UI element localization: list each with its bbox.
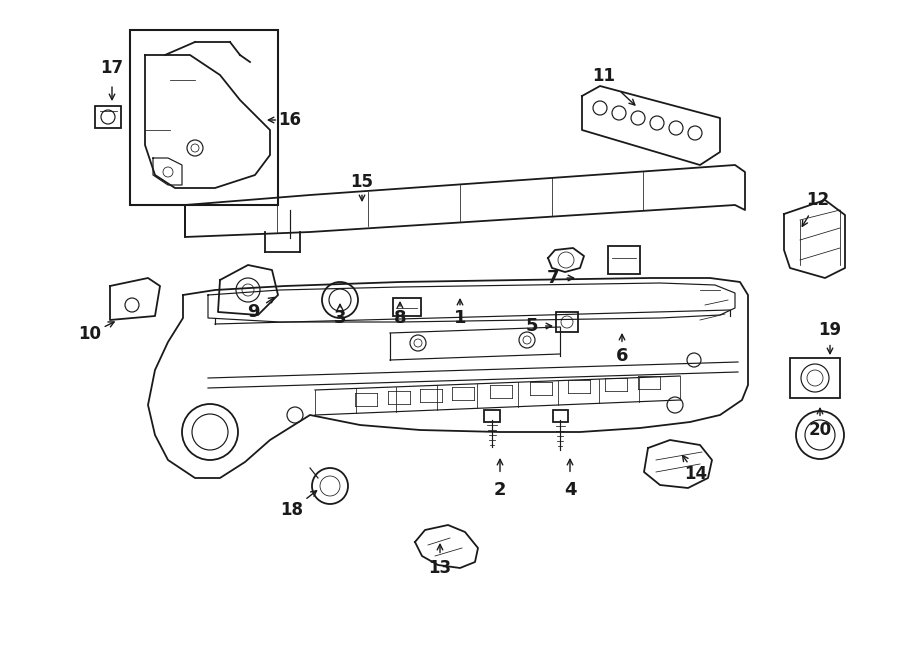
Text: 18: 18	[281, 501, 303, 519]
Bar	[393, 298, 421, 316]
Bar	[608, 246, 640, 274]
Text: 10: 10	[78, 325, 102, 343]
Text: 4: 4	[563, 481, 576, 499]
Text: 9: 9	[247, 303, 259, 321]
Text: 11: 11	[592, 67, 616, 85]
Bar	[484, 410, 500, 422]
Bar	[553, 410, 568, 422]
Text: 14: 14	[684, 465, 707, 483]
Bar	[130, 30, 278, 205]
Text: 3: 3	[334, 309, 346, 327]
Bar	[790, 358, 840, 398]
Text: 8: 8	[393, 309, 406, 327]
Text: 7: 7	[547, 269, 559, 287]
Text: 16: 16	[278, 111, 302, 129]
Text: 2: 2	[494, 481, 506, 499]
Bar	[556, 312, 578, 332]
Text: 1: 1	[454, 309, 466, 327]
Text: 15: 15	[350, 173, 374, 191]
Text: 5: 5	[526, 317, 538, 335]
Text: 6: 6	[616, 347, 628, 365]
Bar	[95, 106, 121, 128]
Text: 13: 13	[428, 559, 452, 577]
Text: 12: 12	[806, 191, 830, 209]
Text: 17: 17	[101, 59, 123, 77]
Text: 20: 20	[808, 421, 832, 439]
Text: 19: 19	[818, 321, 842, 339]
